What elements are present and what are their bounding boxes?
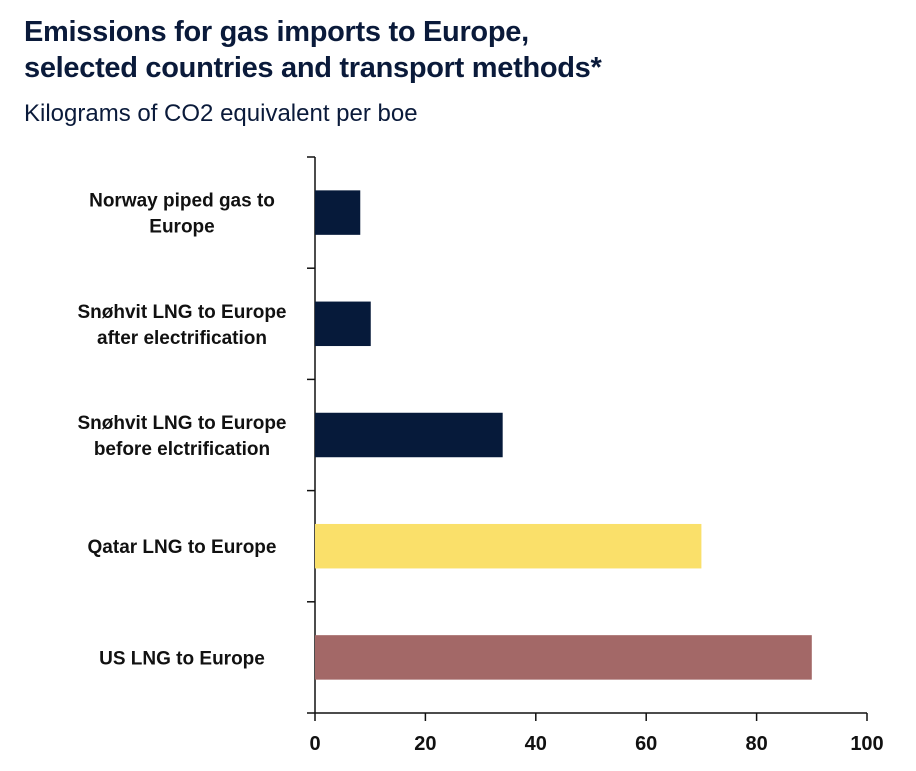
chart-subtitle: Kilograms of CO2 equivalent per boe — [24, 100, 418, 127]
category-label-line: US LNG to Europe — [99, 648, 265, 669]
x-tick-label: 20 — [414, 733, 436, 755]
category-label-line: before elctrification — [94, 439, 270, 460]
category-label-line: Snøhvit LNG to Europe — [78, 413, 287, 434]
x-tick-label: 100 — [850, 733, 883, 755]
x-tick-label: 60 — [635, 733, 657, 755]
bar — [315, 412, 503, 458]
category-label-line: Norway piped gas to — [89, 191, 275, 212]
bar — [315, 635, 812, 680]
category-label: US LNG to Europe — [99, 648, 265, 669]
category-label: Snøhvit LNG to Europe before elctrificati… — [78, 413, 287, 460]
category-label-line: after electrification — [97, 328, 267, 349]
bar — [315, 523, 702, 569]
x-tick-label: 0 — [309, 733, 320, 755]
category-label: Snøhvit LNG to Europe after electrificati… — [78, 302, 287, 349]
category-label: Qatar LNG to Europe — [88, 537, 277, 558]
category-label: Norway piped gas to Europe — [89, 191, 275, 238]
title-line-2: selected countries and transport methods… — [24, 52, 602, 84]
title-line-1: Emissions for gas imports to Europe, — [24, 16, 529, 48]
category-label-line: Europe — [149, 217, 214, 238]
category-label-line: Qatar LNG to Europe — [88, 537, 277, 558]
x-tick-label: 40 — [525, 733, 547, 755]
chart-title: Emissions for gas imports to Europe, sel… — [24, 14, 602, 86]
x-tick-label: 80 — [745, 733, 767, 755]
bar — [315, 190, 361, 235]
bar — [315, 301, 371, 347]
category-label-line: Snøhvit LNG to Europe — [78, 302, 287, 323]
